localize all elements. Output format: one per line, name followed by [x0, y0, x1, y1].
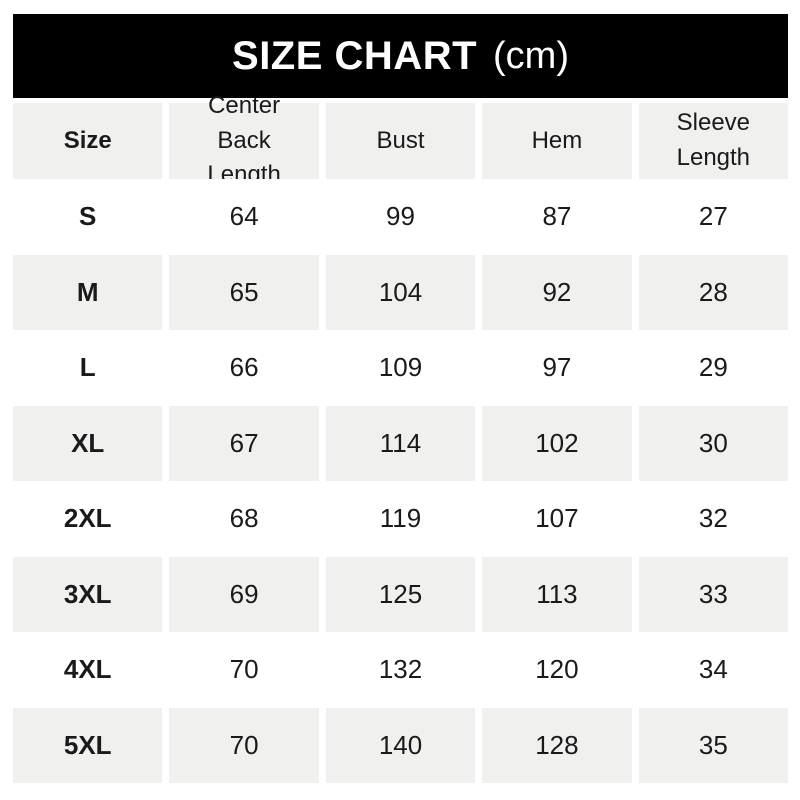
- sleeve-length-cell: 29: [638, 330, 789, 406]
- hem-cell: 87: [482, 179, 632, 255]
- size-cell: 5XL: [13, 707, 163, 783]
- hem-cell: 107: [482, 481, 632, 557]
- size-cell: S: [13, 179, 163, 255]
- header-cell-bust: Bust: [325, 103, 476, 179]
- sleeve-length-cell: 28: [638, 254, 789, 330]
- table-row: L 66 109 97 29: [13, 330, 789, 406]
- table-row: XL 67 114 102 30: [13, 405, 789, 481]
- bust-cell: 125: [325, 556, 476, 632]
- table-row: S 64 99 87 27: [13, 179, 789, 255]
- header-cell-sleeve-length: Sleeve Length: [638, 103, 789, 179]
- unit-label: (cm): [493, 34, 569, 77]
- size-cell: 3XL: [13, 556, 163, 632]
- center-back-length-cell: 70: [169, 707, 319, 783]
- bust-cell: 114: [325, 405, 476, 481]
- sleeve-length-cell: 35: [638, 707, 789, 783]
- header-cell-center-back-length: Center Back Length: [169, 92, 319, 188]
- table-row: 2XL 68 119 107 32: [13, 481, 789, 557]
- sleeve-length-cell: 34: [638, 632, 789, 708]
- bust-cell: 119: [325, 481, 476, 557]
- center-back-length-cell: 67: [169, 405, 319, 481]
- bust-cell: 99: [325, 179, 476, 255]
- hem-cell: 113: [482, 556, 632, 632]
- sleeve-length-cell: 32: [638, 481, 789, 557]
- hem-cell: 128: [482, 707, 632, 783]
- center-back-length-cell: 65: [169, 254, 319, 330]
- center-back-length-cell: 66: [169, 330, 319, 406]
- size-table: Size Center Back Length Bust Hem Sleeve …: [13, 92, 789, 783]
- size-cell: XL: [13, 405, 163, 481]
- header-cell-hem: Hem: [482, 103, 632, 179]
- bust-cell: 140: [325, 707, 476, 783]
- header-cell-size: Size: [13, 103, 163, 179]
- hem-cell: 92: [482, 254, 632, 330]
- sleeve-length-cell: 30: [638, 405, 789, 481]
- size-cell: 2XL: [13, 481, 163, 557]
- hem-cell: 102: [482, 405, 632, 481]
- center-back-length-cell: 64: [169, 179, 319, 255]
- size-cell: M: [13, 254, 163, 330]
- title-bar: SIZE CHART (cm): [13, 14, 788, 98]
- hem-cell: 120: [482, 632, 632, 708]
- size-cell: L: [13, 330, 163, 406]
- table-row: 4XL 70 132 120 34: [13, 632, 789, 708]
- hem-cell: 97: [482, 330, 632, 406]
- sleeve-length-cell: 27: [638, 179, 789, 255]
- header-row: Size Center Back Length Bust Hem Sleeve …: [13, 92, 789, 188]
- page-title: SIZE CHART: [232, 33, 478, 78]
- center-back-length-cell: 70: [169, 632, 319, 708]
- table-row: 3XL 69 125 113 33: [13, 556, 789, 632]
- table-row: 5XL 70 140 128 35: [13, 707, 789, 783]
- size-cell: 4XL: [13, 632, 163, 708]
- sleeve-length-cell: 33: [638, 556, 789, 632]
- center-back-length-cell: 68: [169, 481, 319, 557]
- center-back-length-cell: 69: [169, 556, 319, 632]
- size-chart-sheet: SIZE CHART (cm) Size Center Back Length …: [13, 14, 789, 783]
- table-row: M 65 104 92 28: [13, 254, 789, 330]
- bust-cell: 104: [325, 254, 476, 330]
- bust-cell: 132: [325, 632, 476, 708]
- bust-cell: 109: [325, 330, 476, 406]
